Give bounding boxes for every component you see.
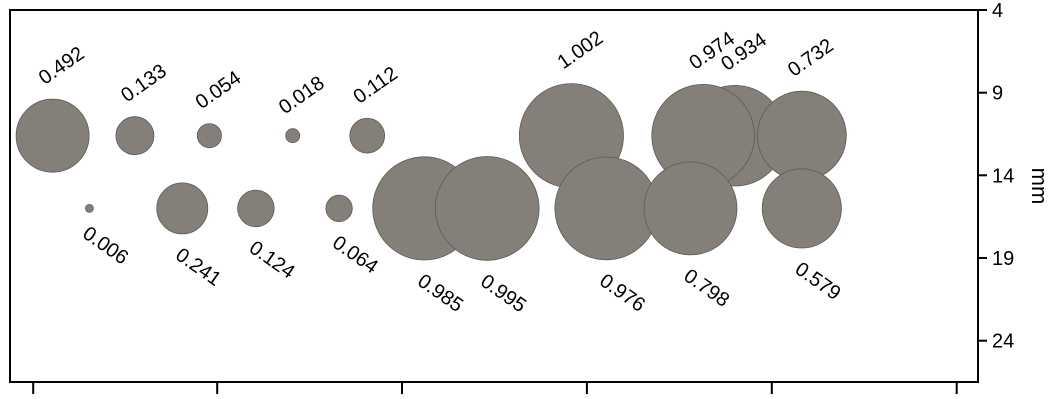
- data-label-0.112: 0.112: [349, 63, 401, 109]
- y-tick-label-9: 9: [992, 83, 1003, 105]
- data-label-0.006: 0.006: [79, 222, 133, 269]
- bubble-0.054: [196, 123, 222, 149]
- data-label-1.002: 1.002: [554, 27, 608, 74]
- y-axis-label: mm: [1027, 168, 1052, 205]
- bubble-0.112: [349, 117, 386, 154]
- y-tick-label-4: 4: [992, 0, 1003, 22]
- bubble-0.732: [756, 90, 847, 181]
- data-label-0.976: 0.976: [595, 270, 649, 317]
- bubble-0.124: [237, 189, 275, 228]
- data-label-0.241: 0.241: [171, 244, 225, 291]
- y-tick-label-14: 14: [992, 165, 1014, 187]
- x-axis: [32, 382, 958, 394]
- bubble-0.064: [325, 194, 353, 222]
- data-label-0.798: 0.798: [680, 265, 734, 312]
- data-label-0.985: 0.985: [413, 270, 467, 317]
- bubble-0.492: [15, 98, 90, 173]
- y-tick-label-24: 24: [992, 331, 1014, 353]
- data-label-0.492: 0.492: [35, 43, 89, 90]
- data-label-0.018: 0.018: [275, 72, 329, 119]
- bubble-0.995: [434, 156, 540, 261]
- bubble-0.133: [115, 116, 155, 156]
- data-label-0.732: 0.732: [784, 35, 838, 82]
- bubble-0.798: [643, 161, 738, 256]
- y-axis: 4 9 14 19 24: [978, 0, 1014, 353]
- y-tick-label-19: 19: [992, 248, 1014, 270]
- bubble-0.006: [85, 203, 94, 213]
- bubble-0.976: [554, 156, 659, 261]
- plot-frame: [9, 9, 979, 383]
- data-label-0.064: 0.064: [328, 232, 382, 279]
- data-label-0.124: 0.124: [245, 237, 299, 284]
- data-label-0.054: 0.054: [192, 67, 246, 114]
- data-label-0.995: 0.995: [476, 270, 530, 317]
- bubble-0.579: [761, 168, 842, 249]
- data-label-0.133: 0.133: [117, 60, 171, 107]
- bubbles-layer: [15, 83, 847, 261]
- bubble-0.241: [156, 182, 209, 235]
- bubble-0.018: [285, 128, 301, 144]
- data-label-0.579: 0.579: [791, 258, 845, 305]
